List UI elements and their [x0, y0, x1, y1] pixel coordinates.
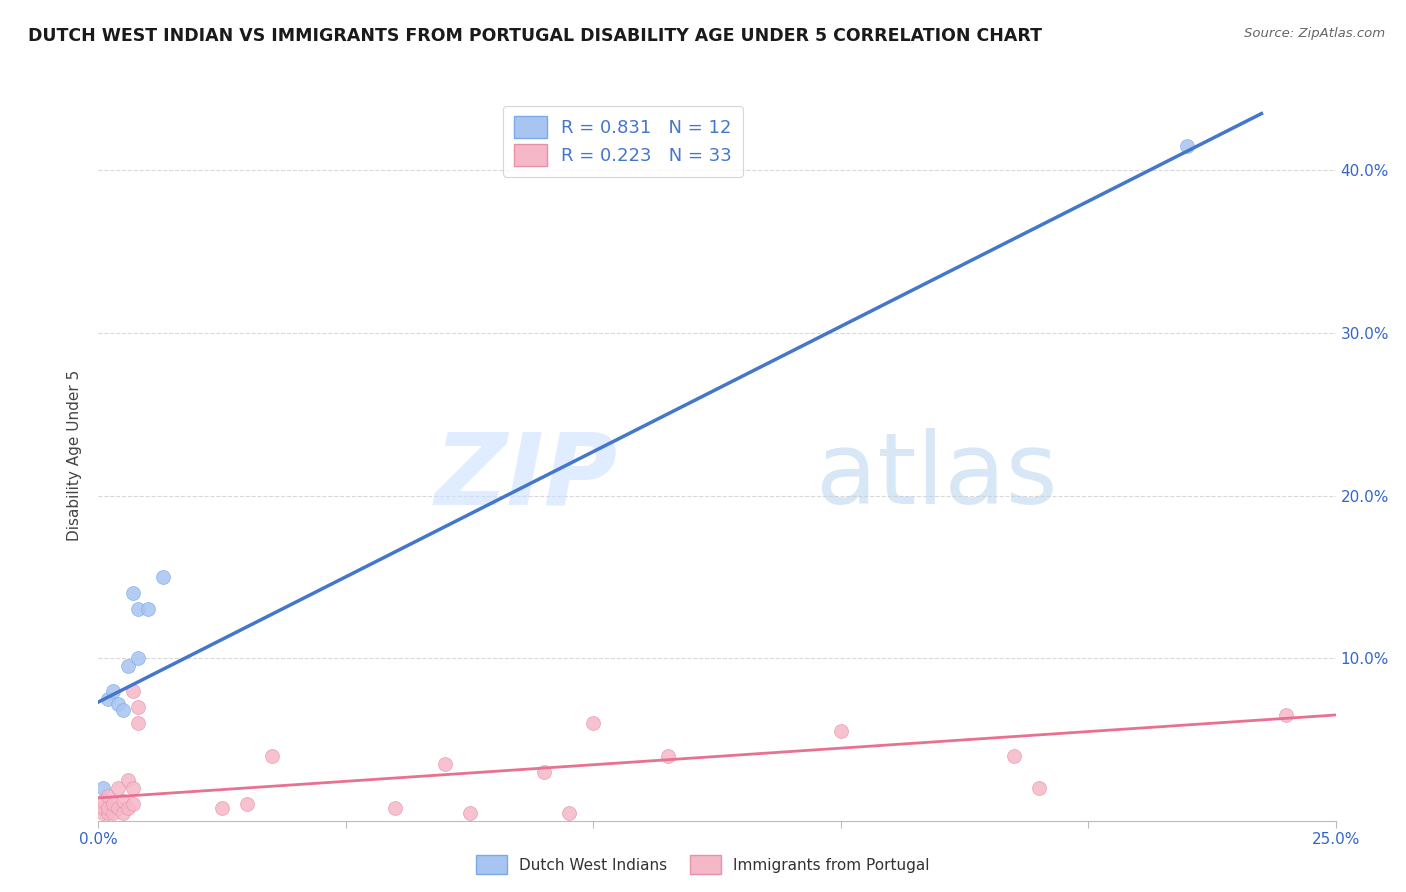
Point	[1275, 708, 1298, 723]
Point	[117, 772, 139, 787]
Point	[93, 805, 115, 820]
Point	[112, 794, 135, 808]
Point	[1175, 139, 1198, 153]
Point	[117, 800, 139, 814]
Text: ZIP: ZIP	[434, 428, 619, 525]
Point	[1002, 748, 1025, 763]
Point	[533, 764, 555, 779]
Point	[97, 800, 120, 814]
Point	[122, 586, 145, 600]
Point	[122, 683, 145, 698]
Point	[97, 691, 120, 706]
Point	[657, 748, 679, 763]
Text: atlas: atlas	[815, 428, 1057, 525]
Point	[384, 800, 406, 814]
Legend: R = 0.831   N = 12, R = 0.223   N = 33: R = 0.831 N = 12, R = 0.223 N = 33	[503, 105, 742, 177]
Point	[433, 756, 456, 771]
Text: DUTCH WEST INDIAN VS IMMIGRANTS FROM PORTUGAL DISABILITY AGE UNDER 5 CORRELATION: DUTCH WEST INDIAN VS IMMIGRANTS FROM POR…	[28, 27, 1042, 45]
Point	[103, 805, 125, 820]
Point	[112, 805, 135, 820]
Point	[136, 602, 159, 616]
Point	[93, 794, 115, 808]
Point	[152, 570, 174, 584]
Point	[97, 805, 120, 820]
Point	[107, 781, 129, 796]
Point	[117, 659, 139, 673]
Legend: Dutch West Indians, Immigrants from Portugal: Dutch West Indians, Immigrants from Port…	[471, 849, 935, 880]
Point	[93, 800, 115, 814]
Point	[127, 699, 149, 714]
Text: Source: ZipAtlas.com: Source: ZipAtlas.com	[1244, 27, 1385, 40]
Point	[97, 789, 120, 804]
Point	[211, 800, 233, 814]
Point	[122, 781, 145, 796]
Point	[260, 748, 283, 763]
Point	[107, 800, 129, 814]
Point	[830, 724, 852, 739]
Y-axis label: Disability Age Under 5: Disability Age Under 5	[67, 369, 83, 541]
Point	[127, 651, 149, 665]
Point	[458, 805, 481, 820]
Point	[1028, 781, 1050, 796]
Point	[127, 602, 149, 616]
Point	[236, 797, 259, 812]
Point	[107, 697, 129, 711]
Point	[127, 716, 149, 731]
Point	[112, 703, 135, 717]
Point	[582, 716, 605, 731]
Point	[557, 805, 579, 820]
Point	[122, 797, 145, 812]
Point	[103, 797, 125, 812]
Point	[93, 781, 115, 796]
Point	[103, 683, 125, 698]
